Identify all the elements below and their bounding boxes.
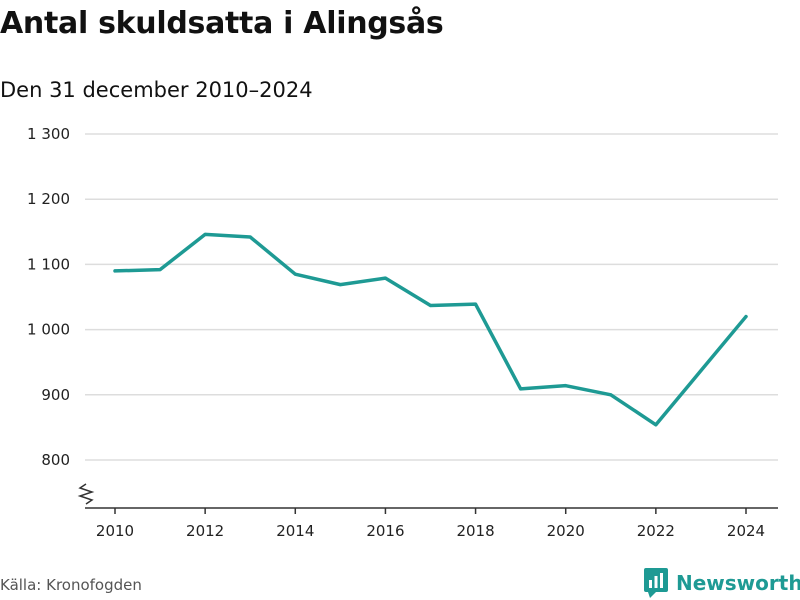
gridlines xyxy=(85,133,778,461)
y-tick-label: 900 xyxy=(41,386,70,404)
data-point xyxy=(338,283,342,287)
data-point xyxy=(699,369,703,373)
data-point xyxy=(158,268,162,272)
chart-subtitle: Den 31 december 2010–2024 xyxy=(0,78,313,102)
x-tick-label: 2014 xyxy=(276,522,314,540)
source-note: Källa: Kronofogden xyxy=(0,576,142,594)
axes xyxy=(77,483,778,509)
x-tick-label: 2022 xyxy=(637,522,675,540)
x-tick-label: 2012 xyxy=(186,522,224,540)
data-point xyxy=(248,235,252,239)
data-point xyxy=(203,232,207,236)
y-tick-label: 1 200 xyxy=(27,190,70,208)
x-tick-labels: 2010 2012 2014 2016 2018 2020 2022 2024 xyxy=(96,508,765,540)
data-point xyxy=(429,303,432,307)
y-tick-label: 1 000 xyxy=(27,321,70,339)
data-point xyxy=(383,276,387,280)
y-tick-label: 800 xyxy=(41,451,70,469)
brand-logo: Newsworthy xyxy=(644,568,800,598)
x-tick-label: 2016 xyxy=(366,522,404,540)
data-point xyxy=(293,272,297,276)
data-point xyxy=(744,315,748,319)
bar-chart-bubble-icon xyxy=(644,568,668,598)
y-tick-label: 1 300 xyxy=(27,125,70,143)
x-tick-label: 2024 xyxy=(727,522,765,540)
data-point xyxy=(519,387,523,391)
y-tick-label: 1 100 xyxy=(27,255,70,273)
brand-name: Newsworthy xyxy=(676,571,800,595)
x-tick-label: 2020 xyxy=(547,522,585,540)
x-tick-label: 2010 xyxy=(96,522,134,540)
series-layer xyxy=(113,232,748,427)
axis-break-icon xyxy=(77,483,95,505)
data-point xyxy=(564,384,568,388)
data-point xyxy=(654,423,658,427)
x-tick-label: 2018 xyxy=(456,522,494,540)
data-point xyxy=(113,269,117,273)
chart-title: Antal skuldsatta i Alingsås xyxy=(0,6,444,41)
data-point xyxy=(609,393,613,397)
data-point xyxy=(474,302,478,306)
y-tick-labels: 800 900 1 000 1 100 1 200 1 300 xyxy=(27,125,70,469)
